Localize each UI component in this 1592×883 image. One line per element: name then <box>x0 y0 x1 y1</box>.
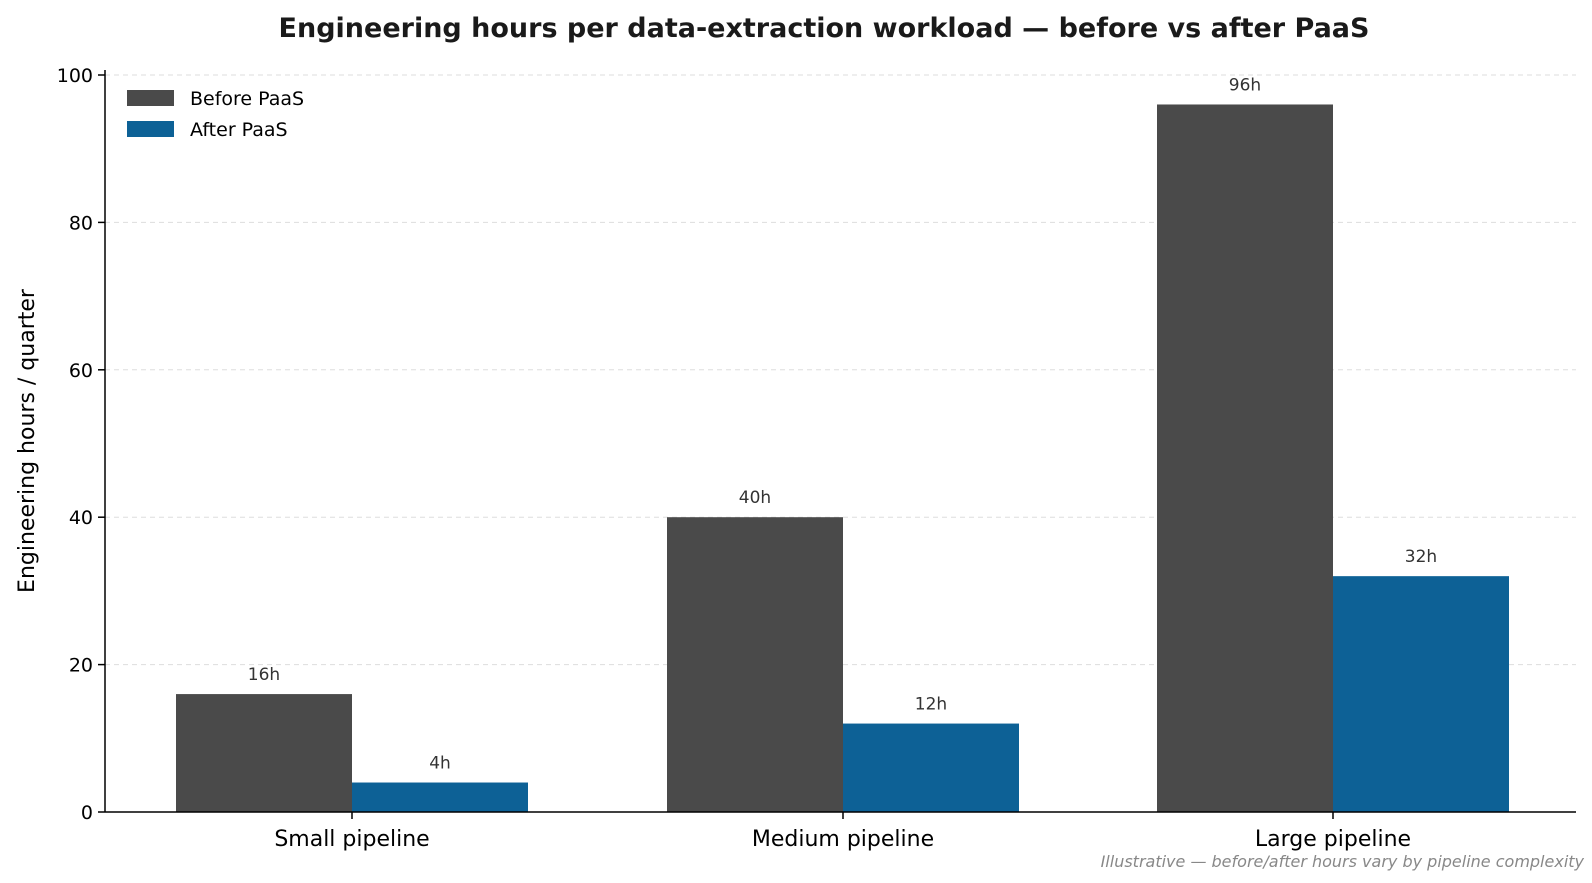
chart-annotation: Illustrative — before/after hours vary b… <box>1101 852 1585 871</box>
data-labels: 16h 4h 40h 12h 96h 32h <box>248 75 1437 773</box>
x-tick-label: Small pipeline <box>274 827 429 852</box>
legend-swatch <box>127 121 174 137</box>
legend-label: After PaaS <box>190 119 288 141</box>
y-tick-label: 20 <box>69 655 93 677</box>
y-tick-label: 80 <box>69 212 93 234</box>
legend-swatch <box>127 90 174 106</box>
data-label: 12h <box>915 695 947 715</box>
chart-title: Engineering hours per data-extraction wo… <box>279 13 1370 44</box>
bar-after-paas <box>352 782 528 812</box>
legend-label: Before PaaS <box>190 88 304 110</box>
bar-before-paas <box>667 517 843 812</box>
data-label: 16h <box>248 665 280 685</box>
legend: Before PaaS After PaaS <box>127 88 304 141</box>
bar-after-paas <box>843 723 1019 812</box>
data-label: 32h <box>1405 547 1437 567</box>
x-ticks: Small pipeline Medium pipeline Large pipel… <box>274 812 1411 852</box>
data-label: 40h <box>739 488 771 508</box>
bar-after-paas <box>1333 576 1509 812</box>
data-label: 4h <box>429 754 451 774</box>
bars <box>176 104 1509 813</box>
y-tick-label: 100 <box>57 65 93 87</box>
y-ticks: 0 20 40 60 80 100 <box>57 65 105 824</box>
y-tick-label: 40 <box>69 507 93 529</box>
bar-before-paas <box>176 694 352 812</box>
y-axis-label: Engineering hours / quarter <box>15 288 40 593</box>
data-label: 96h <box>1229 75 1261 95</box>
bar-before-paas <box>1157 104 1333 813</box>
x-tick-label: Large pipeline <box>1255 827 1411 852</box>
y-tick-label: 60 <box>69 360 93 382</box>
y-tick-label: 0 <box>81 802 93 824</box>
x-tick-label: Medium pipeline <box>752 827 934 852</box>
